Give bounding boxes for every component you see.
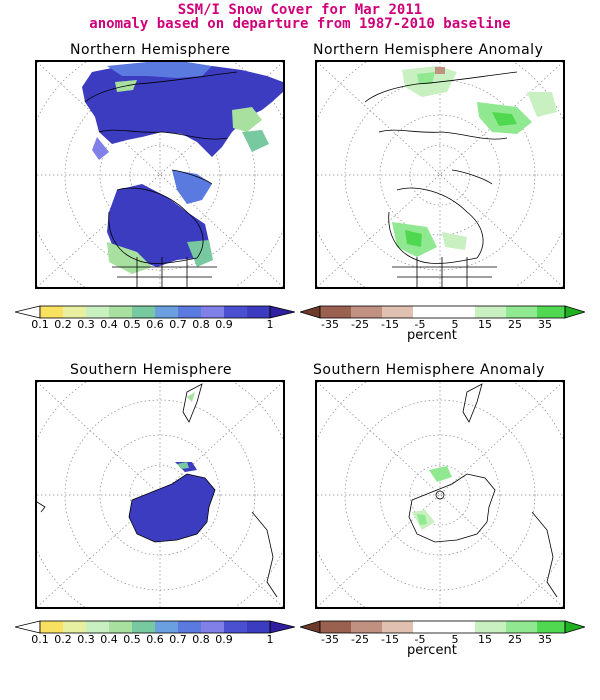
tick-label: 0.5 [123, 633, 141, 646]
tick-label: 0.2 [54, 318, 72, 331]
tick-label: -15 [381, 633, 399, 646]
colorbar-snow-cover-nh-labels: 0.1 0.2 0.3 0.4 0.5 0.6 0.7 0.8 0.9 1 [15, 318, 295, 332]
figure-subtitle: anomaly based on departure from 1987-201… [89, 16, 511, 32]
colorbar-anomaly-sh [300, 620, 585, 634]
map-sh-snow-cover [35, 380, 285, 609]
colorbar-anomaly-nh-labels: -35 -25 -15 -5 5 15 25 35 [300, 318, 585, 332]
tick-label: -25 [351, 633, 369, 646]
figure-title: SSM/I Snow Cover for Mar 2011 [177, 2, 423, 18]
map-nh-snow-cover [35, 60, 285, 289]
tick-label: 5 [451, 318, 459, 331]
panel-title-sh-anomaly: Southern Hemisphere Anomaly [313, 362, 545, 378]
tick-label: 0.3 [77, 633, 95, 646]
tick-label: 0.9 [215, 633, 233, 646]
panel-title-nh: Northern Hemisphere [70, 42, 231, 58]
tick-label: -5 [414, 633, 426, 646]
colorbar-anomaly-nh [300, 305, 585, 319]
tick-label: 0.8 [192, 633, 210, 646]
tick-label: 25 [508, 318, 522, 331]
tick-label: 1 [266, 318, 274, 331]
tick-label: 15 [478, 318, 492, 331]
anomaly-unit-label-sh: percent [407, 643, 457, 658]
anomaly-unit-label-nh: percent [407, 328, 457, 343]
map-sh-anomaly [315, 380, 565, 609]
tick-label: 0.5 [123, 318, 141, 331]
tick-label: 0.4 [100, 318, 118, 331]
tick-label: -35 [321, 633, 339, 646]
tick-label: -25 [351, 318, 369, 331]
colorbar-snow-cover-sh-labels: 0.1 0.2 0.3 0.4 0.5 0.6 0.7 0.8 0.9 1 [15, 633, 295, 647]
panel-title-sh: Southern Hemisphere [70, 362, 233, 378]
tick-label: 5 [451, 633, 459, 646]
tick-label: 25 [508, 633, 522, 646]
tick-label: 35 [538, 318, 552, 331]
tick-label: 35 [538, 633, 552, 646]
tick-label: -15 [381, 318, 399, 331]
tick-label: 1 [266, 633, 274, 646]
tick-label: -5 [414, 318, 426, 331]
tick-label: 0.7 [169, 633, 187, 646]
colorbar-anomaly-sh-labels: -35 -25 -15 -5 5 15 25 35 [300, 633, 585, 647]
tick-label: -35 [321, 318, 339, 331]
tick-label: 0.6 [146, 318, 164, 331]
tick-label: 0.2 [54, 633, 72, 646]
tick-label: 0.1 [31, 318, 49, 331]
tick-label: 0.1 [31, 633, 49, 646]
tick-label: 0.4 [100, 633, 118, 646]
tick-label: 0.7 [169, 318, 187, 331]
colorbar-snow-cover-nh [15, 305, 295, 319]
tick-label: 0.3 [77, 318, 95, 331]
tick-label: 0.9 [215, 318, 233, 331]
panel-title-nh-anomaly: Northern Hemisphere Anomaly [313, 42, 544, 58]
tick-label: 0.8 [192, 318, 210, 331]
colorbar-snow-cover-sh [15, 620, 295, 634]
tick-label: 15 [478, 633, 492, 646]
map-nh-anomaly [315, 60, 565, 289]
tick-label: 0.6 [146, 633, 164, 646]
